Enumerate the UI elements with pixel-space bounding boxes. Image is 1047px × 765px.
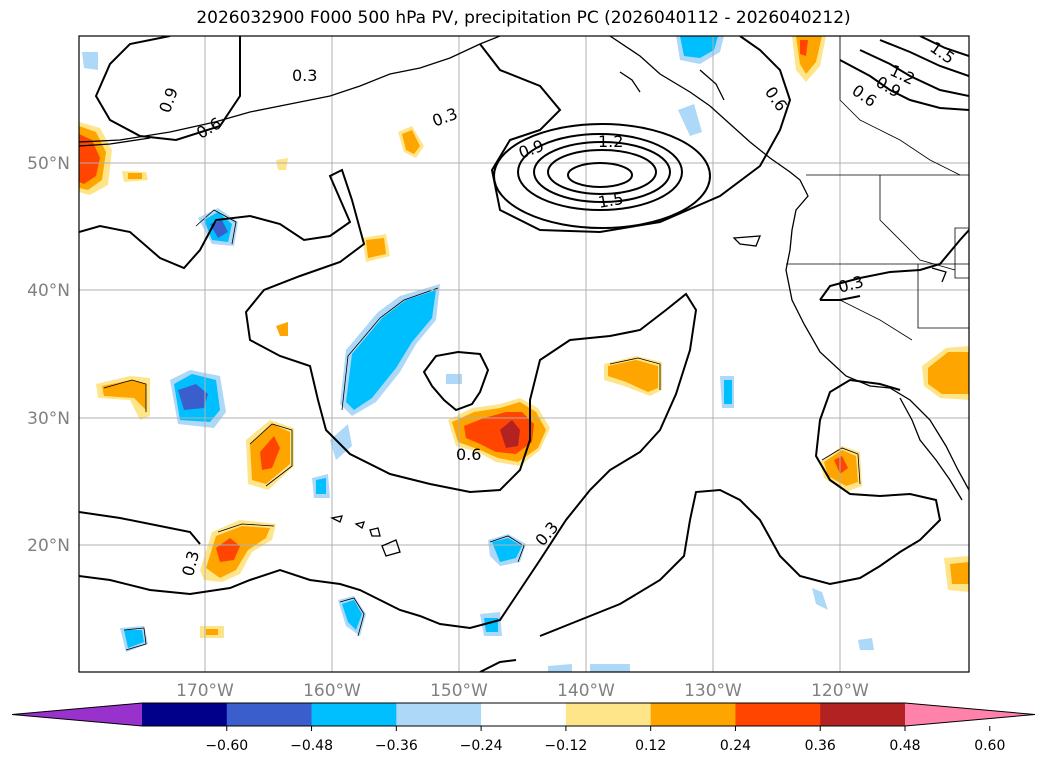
precip-blob — [492, 538, 522, 562]
precip-blob — [79, 134, 100, 184]
precip-blob — [858, 638, 874, 650]
precip-blob — [276, 322, 288, 336]
precip-blob — [276, 158, 288, 170]
colorbar-tick-label: 0.12 — [635, 738, 666, 754]
precip-blob — [680, 36, 718, 58]
contour-label: 0.6 — [456, 445, 481, 464]
pv-contours — [79, 36, 969, 672]
colorbar-tick-label: −0.12 — [544, 738, 587, 754]
precip-blob — [206, 629, 218, 635]
precip-blob — [128, 173, 142, 179]
colorbar-tick-label: 0.60 — [974, 738, 1005, 754]
lat-label: 20°N — [27, 536, 70, 556]
precip-outlines — [103, 209, 861, 651]
colorbar-segment — [142, 703, 228, 726]
precip-blob — [216, 538, 240, 562]
precip-blob — [346, 290, 436, 410]
map-frame — [78, 35, 970, 673]
precip-blob — [82, 52, 98, 70]
precip-blob — [834, 456, 848, 474]
lon-label: 140°W — [557, 681, 615, 701]
precip-blob — [812, 588, 828, 610]
contour-label: 1.5 — [597, 189, 625, 212]
colorbar-segment — [311, 703, 397, 726]
precip-blob — [446, 374, 462, 384]
precip-blob — [500, 420, 520, 448]
precip-blob — [678, 104, 702, 136]
lat-label: 40°N — [27, 281, 70, 301]
colorbar-segment — [735, 703, 821, 726]
precip-blob — [260, 436, 280, 470]
precip-blob — [342, 600, 362, 630]
graticule — [79, 36, 969, 672]
precip-blob — [724, 380, 732, 404]
colorbar-outline — [11, 702, 1036, 727]
colorbar-tick-label: −0.48 — [290, 738, 333, 754]
lon-label: 120°W — [811, 681, 869, 701]
colorbar-tick-label: −0.24 — [460, 738, 503, 754]
precip-blob — [950, 562, 969, 584]
longitude-labels: 170°W 160°W 150°W 140°W 130°W 120°W — [176, 681, 869, 701]
precip-blob — [590, 664, 630, 672]
precip-blob — [800, 40, 808, 56]
colorbar-tick-label: 0.48 — [889, 738, 920, 754]
precip-blob — [548, 664, 572, 672]
latitude-labels: 50°N 40°N 30°N 20°N — [27, 154, 70, 556]
contour-label: 0.3 — [292, 66, 317, 85]
colorbar-segment — [396, 703, 482, 726]
lon-label: 160°W — [303, 681, 361, 701]
colorbar-tick-label: −0.60 — [205, 738, 248, 754]
precip-blob — [402, 130, 420, 154]
precip-blob — [928, 352, 969, 394]
colorbar-tick-label: −0.36 — [375, 738, 418, 754]
colorbar: −0.60 −0.48 −0.36 −0.24 −0.12 0.12 0.24 0.36 0.4… — [11, 702, 1036, 754]
lat-label: 30°N — [27, 409, 70, 429]
precip-blob — [124, 630, 144, 648]
precip-blob — [366, 238, 386, 258]
colorbar-extend-min — [12, 703, 142, 726]
colorbar-extend-max — [905, 703, 1035, 726]
precipitation-shading — [79, 36, 969, 672]
lon-label: 170°W — [176, 681, 234, 701]
precip-blob — [608, 360, 658, 392]
contour-label: 1.2 — [598, 132, 623, 151]
colorbar-tick-label: 0.24 — [720, 738, 751, 754]
lon-label: 150°W — [430, 681, 488, 701]
lon-label: 130°W — [684, 681, 742, 701]
colorbar-tick-label: 0.36 — [805, 738, 836, 754]
precip-blob — [102, 380, 146, 410]
lat-label: 50°N — [27, 154, 70, 174]
coastlines — [79, 36, 969, 557]
precip-blob — [316, 478, 326, 494]
map-title: 2026032900 F000 500 hPa PV, precipitatio… — [196, 8, 851, 28]
colorbar-segment — [481, 703, 567, 726]
colorbar-segment — [650, 703, 736, 726]
colorbar-segment — [565, 703, 652, 726]
precip-blob — [178, 384, 208, 410]
colorbar-segment — [226, 703, 313, 726]
precip-blob — [206, 526, 270, 578]
precip-blob — [330, 424, 352, 460]
colorbar-segment — [820, 703, 906, 726]
